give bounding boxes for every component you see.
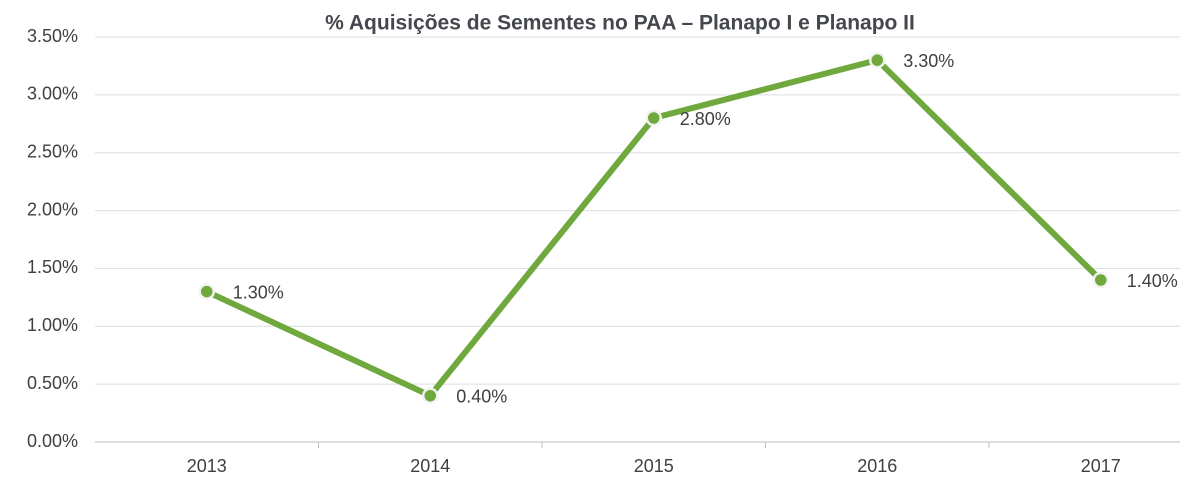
chart-title: % Aquisições de Sementes no PAA – Planap…: [325, 12, 915, 35]
data-label: 3.30%: [903, 51, 954, 71]
marker: [422, 387, 439, 404]
y-tick-label: 1.50%: [27, 257, 78, 277]
marker: [869, 51, 886, 69]
y-tick-label: 3.50%: [27, 26, 78, 46]
data-label: 2.80%: [680, 109, 731, 129]
x-tick-label: 2017: [1081, 456, 1121, 476]
x-tick-label: 2013: [187, 456, 227, 476]
y-tick-label: 2.50%: [27, 141, 78, 161]
marker: [1092, 271, 1109, 289]
y-tick-label: 0.00%: [27, 431, 78, 451]
x-tick-label: 2016: [857, 456, 897, 476]
y-tick-label: 1.00%: [27, 315, 78, 335]
data-label: 1.40%: [1127, 271, 1178, 291]
x-tick-label: 2015: [634, 456, 674, 476]
data-label: 0.40%: [456, 386, 507, 406]
marker: [198, 283, 215, 300]
marker: [645, 109, 662, 127]
y-tick-label: 0.50%: [27, 373, 78, 393]
x-tick-label: 2014: [410, 456, 450, 476]
y-tick-label: 2.00%: [27, 199, 78, 219]
y-tick-label: 3.00%: [27, 84, 78, 104]
data-label: 1.30%: [233, 282, 284, 302]
